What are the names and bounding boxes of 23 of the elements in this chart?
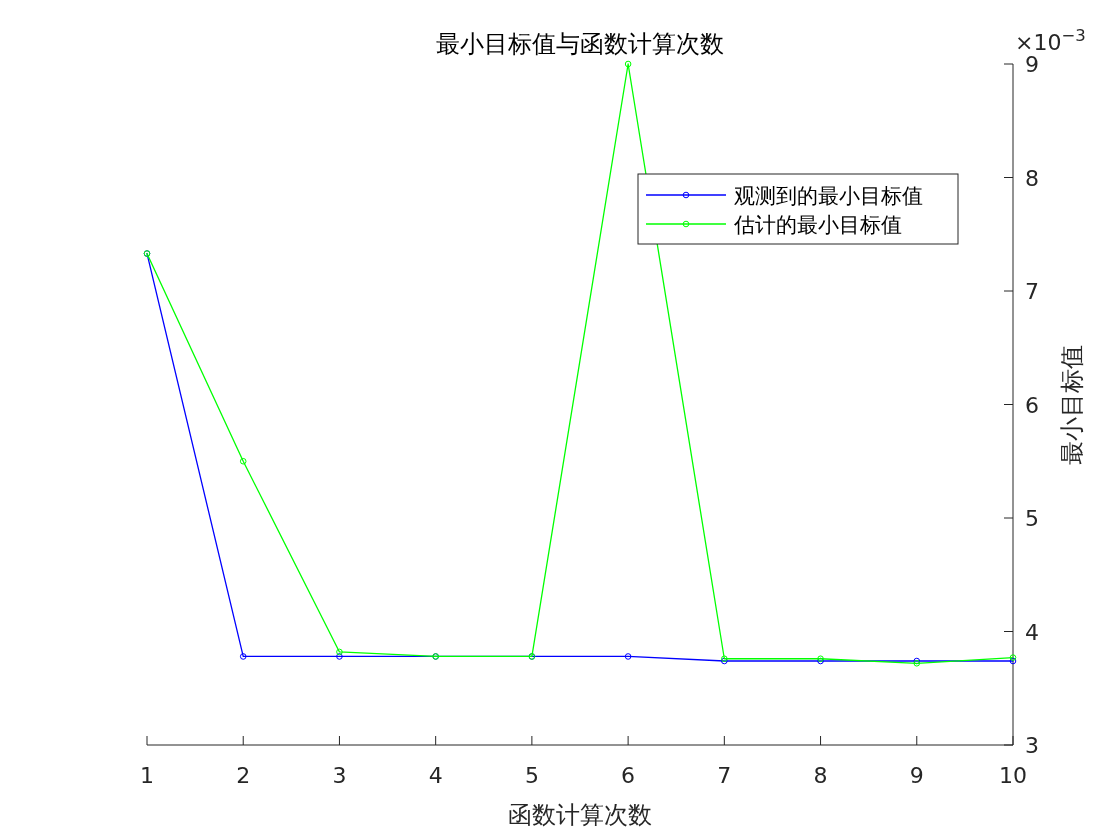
y2-tick-label: 4 — [1025, 619, 1039, 645]
x-tick-label: 1 — [140, 763, 154, 788]
legend-label: 观测到的最小目标值 — [734, 184, 923, 208]
x-tick-label: 7 — [717, 763, 732, 788]
y2-tick-label: 8 — [1025, 165, 1039, 191]
text: ×10$^{−3}$ — [1015, 25, 1086, 55]
y2-axis-title: 最小目标值 — [1058, 344, 1086, 465]
x-tick-label: 3 — [332, 763, 347, 788]
y2-tick-label: 7 — [1025, 279, 1039, 304]
y2-tick-label: 9 — [1025, 52, 1039, 77]
x-tick-label: 5 — [524, 763, 539, 788]
y2-tick-label: 6 — [1025, 392, 1039, 418]
x-tick-label: 4 — [428, 763, 443, 788]
legend-label: 估计的最小目标值 — [733, 213, 902, 237]
x-axis-title: 函数计算次数 — [508, 801, 652, 829]
x-tick-label: 8 — [813, 763, 828, 788]
chart-title: 最小目标值与函数计算次数 — [436, 30, 724, 58]
y2-tick-label: 5 — [1025, 506, 1039, 531]
y2-tick-label: 3 — [1025, 733, 1039, 758]
x-tick-label: 9 — [909, 763, 924, 788]
x-tick-label: 6 — [621, 763, 636, 788]
x-tick-label: 10 — [999, 763, 1027, 788]
x-tick-label: 2 — [236, 763, 251, 788]
